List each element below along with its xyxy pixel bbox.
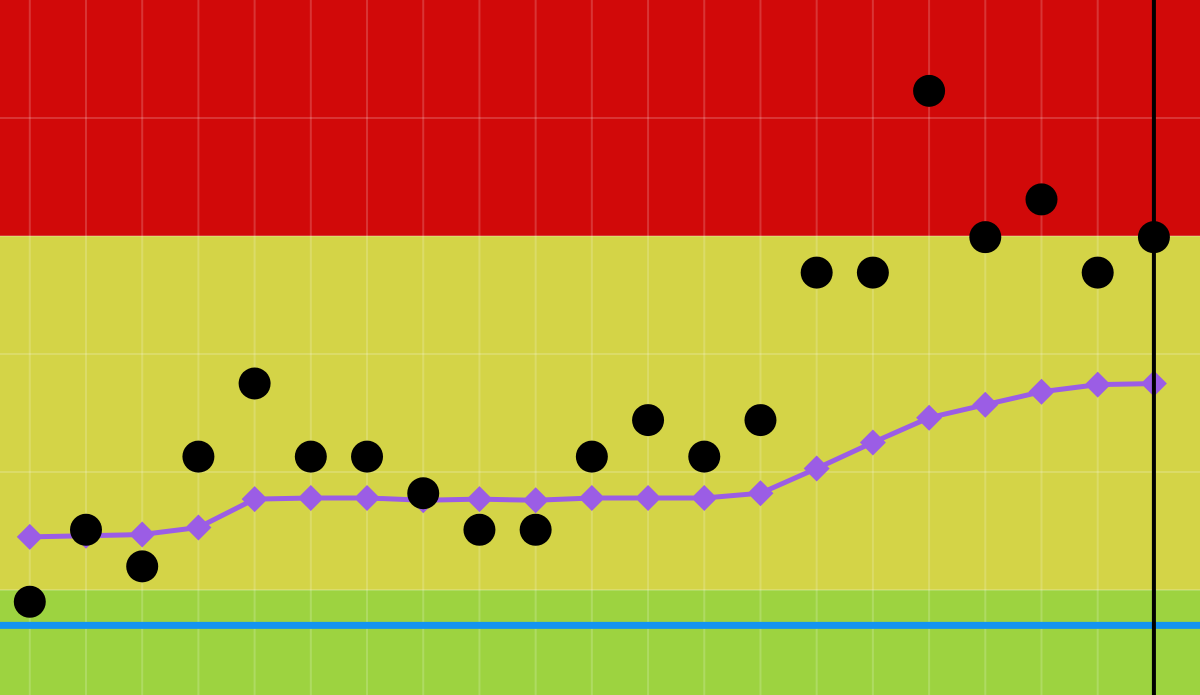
data-point bbox=[463, 513, 496, 546]
diamond-marker bbox=[241, 486, 268, 513]
data-point bbox=[13, 585, 46, 618]
data-point bbox=[407, 477, 440, 510]
data-point bbox=[1025, 183, 1058, 216]
diamond-marker bbox=[747, 480, 774, 507]
diamond-marker bbox=[972, 391, 999, 418]
diamond-marker bbox=[129, 521, 156, 548]
data-point bbox=[913, 74, 946, 107]
diamond-marker bbox=[185, 514, 212, 541]
diamond-marker bbox=[859, 429, 886, 456]
diamond-marker bbox=[803, 455, 830, 482]
data-point bbox=[632, 404, 665, 437]
diamond-marker bbox=[916, 404, 943, 431]
diamond-marker bbox=[297, 484, 324, 511]
data-point bbox=[294, 440, 327, 473]
diamond-marker bbox=[578, 484, 605, 511]
data-point bbox=[688, 440, 721, 473]
data-point bbox=[800, 256, 833, 289]
data-point bbox=[856, 256, 889, 289]
data-point bbox=[126, 550, 159, 583]
diamond-marker bbox=[466, 486, 493, 513]
diamond-marker bbox=[691, 484, 718, 511]
data-point bbox=[182, 440, 215, 473]
data-point bbox=[1081, 256, 1114, 289]
diamond-marker bbox=[354, 484, 381, 511]
data-point bbox=[575, 440, 608, 473]
band bbox=[0, 589, 1200, 695]
band bbox=[0, 235, 1200, 590]
data-point bbox=[238, 367, 271, 400]
diamond-marker bbox=[635, 484, 662, 511]
data-point bbox=[969, 221, 1002, 254]
data-point bbox=[519, 513, 552, 546]
diamond-marker bbox=[16, 523, 43, 550]
band bbox=[0, 0, 1200, 236]
data-point bbox=[744, 404, 777, 437]
data-point bbox=[69, 513, 102, 546]
diamond-marker bbox=[1084, 371, 1111, 398]
diamond-marker bbox=[1028, 378, 1055, 405]
diamond-marker bbox=[522, 487, 549, 514]
data-point bbox=[351, 440, 384, 473]
